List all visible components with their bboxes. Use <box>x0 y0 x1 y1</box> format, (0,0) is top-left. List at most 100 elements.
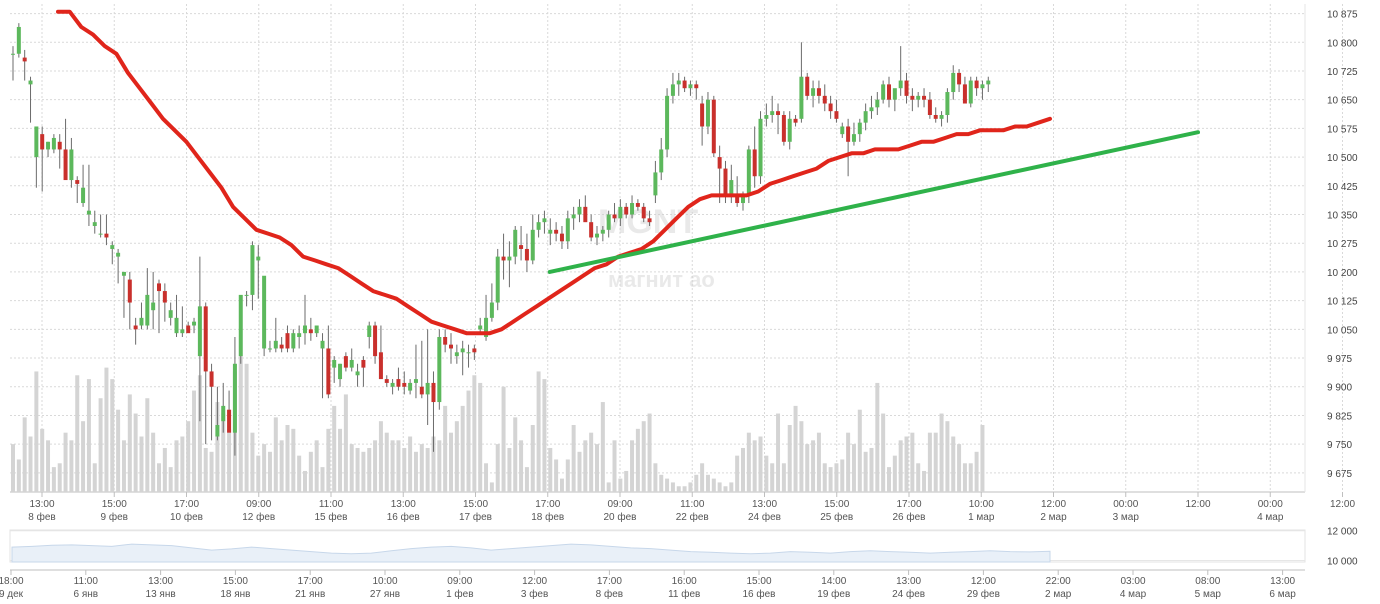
candle-body <box>694 84 699 89</box>
candle-body <box>501 256 506 261</box>
candle-body <box>840 126 845 135</box>
candle-body <box>863 111 868 123</box>
candle-body <box>723 168 728 196</box>
navigator-x-tick-time: 14:00 <box>821 576 846 587</box>
candle-body <box>227 409 232 433</box>
x-tick-time: 10:00 <box>969 499 994 510</box>
navigator-area <box>11 543 1051 563</box>
candle-body <box>957 72 962 85</box>
candle-body <box>939 114 944 119</box>
volume-bar <box>484 463 489 492</box>
candle-body <box>116 252 121 257</box>
candle-body <box>110 245 115 249</box>
x-tick-date: 8 фев <box>28 511 55 523</box>
volume-bar <box>157 463 161 492</box>
volume-bar <box>583 440 588 492</box>
navigator[interactable]: 12 000 10 000 <box>9 527 1358 568</box>
volume-bar <box>343 394 348 492</box>
volume-bar <box>524 467 529 492</box>
volume-bar <box>98 398 103 492</box>
y-tick-label: 10 725 <box>1327 67 1358 78</box>
volume-bar <box>840 459 845 492</box>
x-tick-time: 13:00 <box>391 499 416 510</box>
candle-body <box>951 72 956 93</box>
volume-bar <box>57 463 62 492</box>
x-tick-time: 17:00 <box>174 499 199 510</box>
candle-body <box>729 180 734 196</box>
navigator-x-tick-date: 5 мар <box>1195 589 1222 600</box>
x-tick-time: 12:00 <box>1330 499 1355 510</box>
volume-bar <box>589 432 594 492</box>
candle-body <box>361 359 366 368</box>
candle-body <box>46 141 51 150</box>
y-tick-label: 10 125 <box>1327 297 1358 308</box>
volume-bar <box>338 428 343 492</box>
navigator-y-tick-label: 10 000 <box>1327 557 1358 568</box>
volume-bar <box>390 440 395 492</box>
volume-bar <box>69 440 74 492</box>
candle-body <box>22 57 27 62</box>
volume-bar <box>770 463 775 492</box>
volume-bar <box>454 421 459 492</box>
volume-bar <box>711 478 716 492</box>
y-tick-label: 10 050 <box>1327 325 1358 336</box>
navigator-x-tick-time: 12:00 <box>522 576 547 587</box>
volume-bar <box>75 375 80 492</box>
candle-body <box>910 95 915 100</box>
volume-bar <box>694 474 699 492</box>
candle-body <box>51 137 56 150</box>
volume-bar <box>16 459 21 492</box>
navigator-x-tick-date: 11 фев <box>668 588 700 600</box>
y-tick-label: 9 900 <box>1327 383 1352 394</box>
candle-body <box>542 218 547 223</box>
volume-bar <box>536 371 541 492</box>
candle-body <box>28 80 33 85</box>
candle-body <box>104 233 109 238</box>
volume-bar <box>799 421 804 492</box>
y-tick-label: 10 200 <box>1327 268 1358 279</box>
candle-body <box>519 245 524 249</box>
volume-bar <box>507 447 512 492</box>
candle-body <box>589 222 594 238</box>
volume-bar <box>139 436 144 492</box>
x-tick-date: 22 фев <box>676 511 709 523</box>
candle-body <box>536 222 541 230</box>
candle-body <box>460 348 465 353</box>
volume-bar <box>460 405 465 492</box>
candle-body <box>933 114 938 119</box>
candle-body <box>413 379 418 383</box>
volume-bar <box>600 402 605 492</box>
volume-bar <box>811 440 816 492</box>
candle-body <box>402 382 407 387</box>
volume-bar <box>267 451 272 492</box>
candle-body <box>279 344 284 349</box>
candlesticks <box>11 23 991 456</box>
volume-bar <box>116 409 121 492</box>
candle-body <box>805 76 810 96</box>
candle-body <box>390 382 395 387</box>
volume-bar <box>933 432 938 492</box>
candle-body <box>69 149 74 181</box>
volume-bar <box>530 425 535 492</box>
candle-body <box>431 382 436 403</box>
volume-bar <box>887 467 891 492</box>
navigator-x-tick-date: 9 дек <box>0 589 24 600</box>
candle-body <box>630 203 635 215</box>
candle-body <box>197 306 202 357</box>
volume-bar <box>180 436 185 492</box>
x-tick-time: 15:00 <box>463 499 488 510</box>
x-tick-time: 00:00 <box>1113 499 1138 510</box>
candle-body <box>770 111 775 115</box>
candle-body <box>437 336 442 403</box>
volume-bar <box>659 474 664 492</box>
x-tick-date: 17 фев <box>459 511 492 523</box>
volume-bar <box>250 432 255 492</box>
x-tick-date: 16 фев <box>387 511 420 523</box>
candle-body <box>186 325 191 334</box>
candle-body <box>174 317 179 334</box>
volume-bar <box>595 444 599 492</box>
navigator-x-tick-date: 3 фев <box>521 588 548 600</box>
trend-line <box>547 130 1200 274</box>
candle-body <box>308 329 313 334</box>
candle-body <box>635 203 640 207</box>
